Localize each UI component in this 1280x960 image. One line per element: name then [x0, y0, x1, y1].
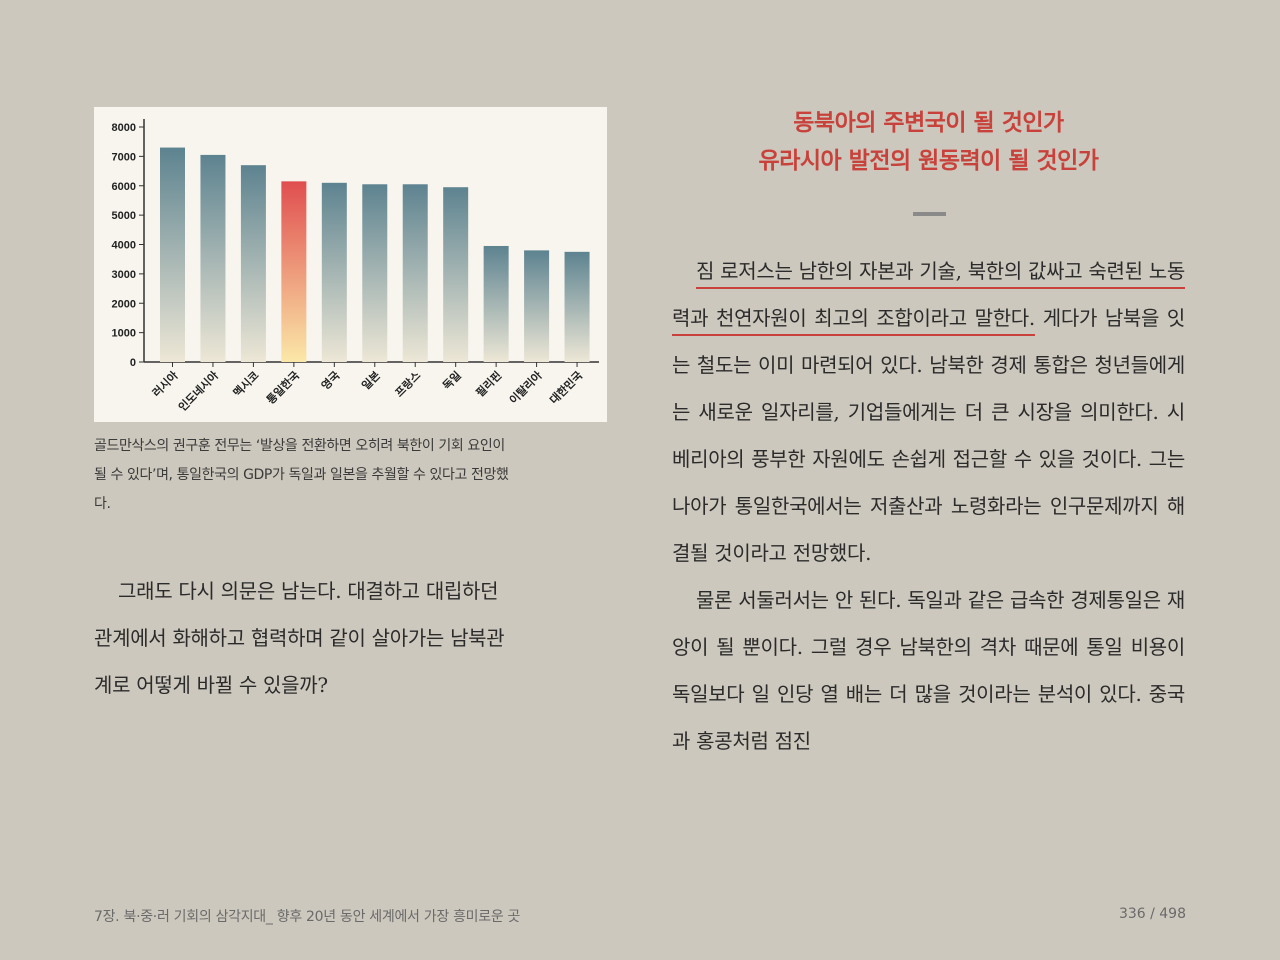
y-tick-label: 0	[130, 357, 136, 369]
x-tick-label: 인도네시아	[175, 368, 221, 414]
chart-bar	[160, 147, 185, 362]
chart-bar	[362, 184, 388, 362]
x-tick-label: 일본	[359, 368, 383, 392]
right-body-text: 짐 로저스는 남한의 자본과 기술, 북한의 값싸고 숙련된 노동력과 천연자원…	[672, 248, 1185, 765]
x-tick-label: 독일	[440, 368, 464, 392]
x-tick-label: 이탈리아	[506, 368, 545, 407]
section-heading: 동북아의 주변국이 될 것인가 유라시아 발전의 원동력이 될 것인가	[672, 104, 1185, 180]
y-tick-label: 7000	[112, 151, 136, 163]
x-tick-label: 통일한국	[263, 368, 302, 407]
chart-bar	[321, 182, 347, 362]
x-tick-label: 러시아	[149, 368, 181, 400]
chart-bar	[443, 187, 469, 362]
y-tick-label: 8000	[112, 122, 136, 134]
page-number: 336 / 498	[1118, 906, 1186, 922]
x-tick-label: 영국	[319, 369, 343, 393]
x-tick-label: 프랑스	[393, 369, 424, 400]
body-line: 관계에서 화해하고 협력하며 같이 살아가는 남북관	[94, 626, 505, 650]
underlined-quote: 짐 로저스는 남한의 자본과 기술, 북한의 값싸고 숙련된 노동력과 천연자원…	[672, 259, 1185, 330]
heading-line-1: 동북아의 주변국이 될 것인가	[793, 110, 1064, 136]
chart-bar	[483, 245, 509, 362]
paragraph-2: 물론 서둘러서는 안 된다. 독일과 같은 급속한 경제통일은 재앙이 될 뿐이…	[672, 588, 1185, 753]
y-tick-label: 1000	[112, 328, 136, 340]
y-tick-label: 2000	[112, 298, 136, 310]
x-tick-label: 멕시코	[230, 368, 261, 399]
chart-bar	[564, 251, 590, 362]
heading-divider	[913, 212, 946, 216]
caption-line: 다.	[94, 496, 111, 512]
paragraph-1-rest: 게다가 남북을 잇는 철도는 이미 마련되어 있다. 남북한 경제 통합은 청년…	[672, 306, 1185, 565]
caption-line: 될 수 있다’며, 통일한국의 GDP가 독일과 일본을 추월할 수 있다고 전…	[94, 467, 509, 483]
caption-line: 골드만삭스의 권구훈 전무는 ‘발상을 전환하면 오히려 북한이 기회 요인이	[94, 438, 505, 454]
left-body-text: 그래도 다시 의문은 남는다. 대결하고 대립하던 관계에서 화해하고 협력하며…	[94, 568, 607, 709]
paragraph-1: 짐 로저스는 남한의 자본과 기술, 북한의 값싸고 숙련된 노동력과 천연자원…	[672, 248, 1185, 577]
chart-bar	[524, 250, 550, 362]
x-tick-label: 대한민국	[547, 368, 586, 407]
chart-bar	[281, 181, 307, 362]
gdp-bar-chart: 8000 7000 6000 5000 4000 3000 2000 1000 0 러시아 인도네시…	[94, 107, 607, 422]
chart-caption: 골드만삭스의 권구훈 전무는 ‘발상을 전환하면 오히려 북한이 기회 요인이 …	[94, 432, 607, 519]
y-tick-label: 6000	[112, 181, 136, 193]
chart-bar	[200, 154, 226, 362]
y-tick-label: 3000	[112, 269, 136, 281]
chart-bar	[240, 165, 266, 362]
chart-bar	[402, 184, 428, 362]
chapter-footer: 7장. 북·중·러 기회의 삼각지대_ 향후 20년 동안 세계에서 가장 흥미…	[94, 909, 521, 925]
heading-line-2: 유라시아 발전의 원동력이 될 것인가	[758, 148, 1099, 174]
y-tick-label: 5000	[112, 210, 136, 222]
body-line: 계로 어떻게 바뀔 수 있을까?	[94, 673, 328, 697]
chart-svg: 8000 7000 6000 5000 4000 3000 2000 1000 0 러시아인도네시…	[112, 119, 599, 414]
x-tick-label: 필리핀	[473, 368, 504, 399]
y-tick-label: 4000	[112, 240, 136, 252]
body-line: 그래도 다시 의문은 남는다. 대결하고 대립하던	[118, 579, 499, 603]
